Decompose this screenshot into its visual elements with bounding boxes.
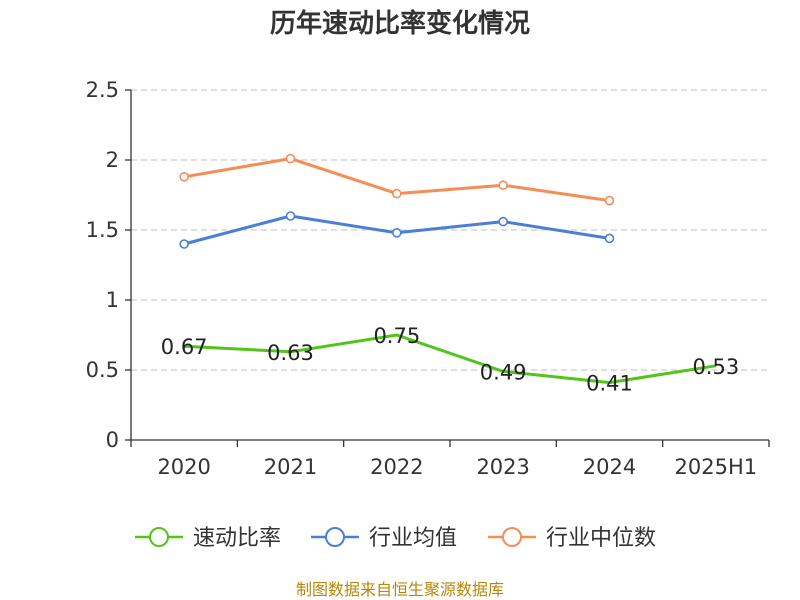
series-point — [179, 239, 189, 249]
legend: 速动比率 行业均值 行业中位数 — [135, 526, 656, 551]
data-labels: 0.67 0.63 0.75 0.49 0.41 0.53 — [161, 324, 739, 396]
data-label: 0.75 — [373, 324, 420, 348]
grid — [131, 89, 769, 371]
data-label: 0.63 — [267, 341, 314, 365]
series-point — [498, 180, 508, 190]
y-tick-label: 2 — [106, 148, 119, 172]
y-tick-label: 2.5 — [86, 78, 119, 102]
series-point — [604, 195, 615, 206]
legend-marker — [325, 527, 345, 547]
x-tick-label: 2021 — [264, 455, 317, 479]
source-note: 制图数据来自恒生聚源数据库 — [296, 580, 504, 599]
chart-title: 历年速动比率变化情况 — [270, 8, 530, 39]
data-label: 0.67 — [161, 335, 208, 359]
x-tick-label: 2025H1 — [675, 455, 758, 479]
series-point — [179, 172, 189, 182]
x-tick-label: 2022 — [370, 455, 423, 479]
data-label: 0.49 — [480, 360, 527, 384]
series-point — [392, 228, 402, 238]
legend-label: 行业中位数 — [546, 526, 656, 551]
series-point — [285, 153, 296, 164]
series-layer — [179, 153, 717, 385]
series-point — [604, 233, 615, 244]
x-tick-label: 2024 — [583, 455, 636, 479]
y-tick-label: 0.5 — [86, 358, 119, 382]
series-point — [285, 211, 296, 221]
legend-marker — [502, 527, 522, 547]
legend-label: 速动比率 — [193, 526, 281, 551]
axes: 0 0.5 1 1.5 2 2.5 2020 2021 2022 2023 2024 2025H1 — [86, 78, 770, 479]
series-line-0 — [184, 333, 717, 385]
data-label: 0.41 — [586, 372, 633, 396]
x-tick-label: 2020 — [157, 455, 210, 479]
y-tick-label: 1 — [106, 288, 119, 312]
y-tick-label: 1.5 — [86, 218, 119, 242]
x-tick-label: 2023 — [476, 455, 529, 479]
series-point — [498, 216, 508, 227]
series-point — [392, 188, 402, 199]
legend-label: 行业均值 — [369, 526, 457, 551]
y-tick-label: 0 — [106, 428, 119, 452]
legend-marker — [149, 527, 169, 547]
data-label: 0.53 — [692, 355, 739, 379]
